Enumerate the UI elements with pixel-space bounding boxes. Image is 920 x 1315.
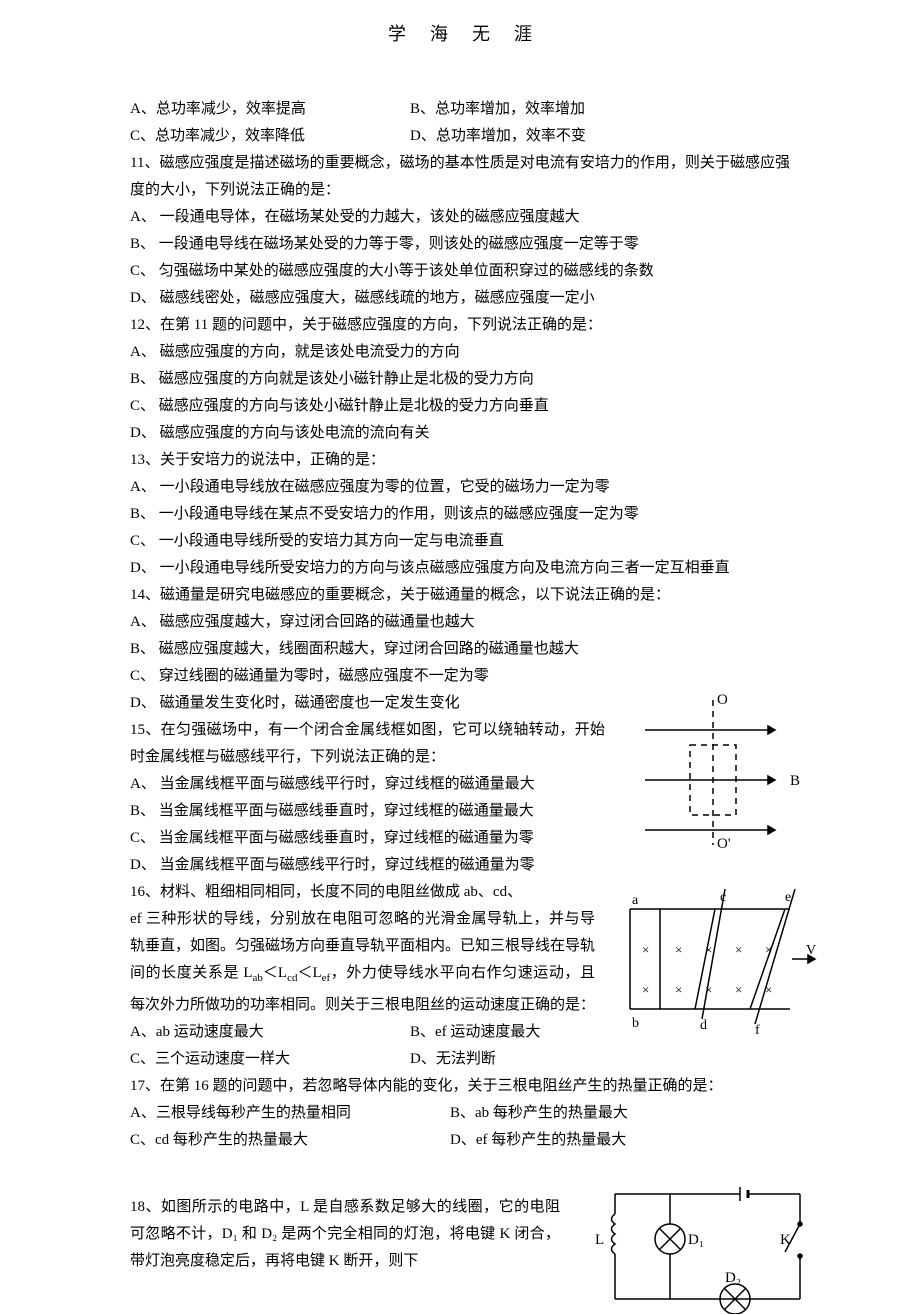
option-row: C、总功率减少，效率降低D、总功率增加，效率不变 <box>130 123 790 150</box>
svg-text:D₁: D₁ <box>688 1232 704 1248</box>
text-line: A、 一段通电导体，在磁场某处受的力越大，该处的磁感应强度越大 <box>130 204 790 231</box>
text-line: A、 一小段通电导线放在磁感应强度为零的位置，它受的磁场力一定为零 <box>130 474 790 501</box>
text-line: C、 一小段通电导线所受的安培力其方向一定与电流垂直 <box>130 528 790 555</box>
svg-text:f: f <box>755 1023 760 1038</box>
text-line: B、 磁感应强度越大，线圈面积越大，穿过闭合回路的磁通量也越大 <box>130 636 790 663</box>
q16-stem-1: 16、材料、粗细相同相同，长度不同的电阻丝做成 ab、cd、 <box>130 879 595 906</box>
q16-c: C、三个运动速度一样大 <box>130 1046 410 1073</box>
q15-d: D、 当金属线框平面与磁感线平行时，穿过线框的磁通量为零 <box>130 852 605 879</box>
text-line: C、 匀强磁场中某处的磁感应强度的大小等于该处单位面积穿过的磁感线的条数 <box>130 258 790 285</box>
text-line: C、 穿过线圈的磁通量为零时，磁感应强度不一定为零 <box>130 663 790 690</box>
svg-text:K: K <box>780 1232 791 1248</box>
svg-text:×: × <box>675 942 682 957</box>
text-line: D、 磁感应强度的方向与该处电流的流向有关 <box>130 420 790 447</box>
q16-b: B、ef 运动速度最大 <box>410 1019 540 1046</box>
text-line: 11、磁感应强度是描述磁场的重要概念，磁场的基本性质是对电流有安培力的作用，则关… <box>130 150 790 204</box>
svg-text:×: × <box>765 982 772 997</box>
text-line: 14、磁通量是研究电磁感应的重要概念，关于磁通量的概念，以下说法正确的是： <box>130 582 790 609</box>
text-line: A、 磁感应强度的方向，就是该处电流受力的方向 <box>130 339 790 366</box>
svg-text:V: V <box>806 943 816 958</box>
q15-b: B、 当金属线框平面与磁感线垂直时，穿过线框的磁通量最大 <box>130 798 605 825</box>
text-line: B、 磁感应强度的方向就是该处小磁针静止是北极的受力方向 <box>130 366 790 393</box>
svg-text:×: × <box>705 982 712 997</box>
text-line: 13、关于安培力的说法中，正确的是： <box>130 447 790 474</box>
q18-stem: 18、如图所示的电路中，L 是自感系数足够大的线圈，它的电阻可忽略不计，D₁ 和… <box>130 1194 560 1275</box>
option: B、总功率增加，效率增加 <box>410 96 585 123</box>
text-line: D、 磁感线密处，磁感应强度大，磁感线疏的地方，磁感应强度一定小 <box>130 285 790 312</box>
svg-text:a: a <box>632 893 639 908</box>
text-line: C、 磁感应强度的方向与该处小磁针静止是北极的受力方向垂直 <box>130 393 790 420</box>
option: C、总功率减少，效率降低 <box>130 123 410 150</box>
page-header: 学海无涯 <box>130 20 790 46</box>
svg-text:×: × <box>735 982 742 997</box>
q17-d: D、ef 每秒产生的热量最大 <box>450 1127 626 1154</box>
svg-text:d: d <box>700 1018 707 1033</box>
svg-text:B: B <box>790 773 800 789</box>
q15-stem: 15、在匀强磁场中，有一个闭合金属线框如图，它可以绕轴转动，开始时金属线框与磁感… <box>130 717 605 771</box>
option: D、总功率增加，效率不变 <box>410 123 586 150</box>
svg-text:D₂: D₂ <box>725 1270 741 1286</box>
q17-c: C、cd 每秒产生的热量最大 <box>130 1127 450 1154</box>
option: A、总功率减少，效率提高 <box>130 96 410 123</box>
q16-stem-2: ef 三种形状的导线，分别放在电阻可忽略的光滑金属导轨上，并与导轨垂直，如图。匀… <box>130 906 595 1019</box>
figure-coil-field: O O' B <box>635 690 810 850</box>
svg-text:×: × <box>705 942 712 957</box>
q15-a: A、 当金属线框平面与磁感线平行时，穿过线框的磁通量最大 <box>130 771 605 798</box>
svg-text:O': O' <box>717 836 731 850</box>
text-line: D、 一小段通电导线所受安培力的方向与该点磁感应强度方向及电流方向三者一定互相垂… <box>130 555 790 582</box>
q17-a: A、三根导线每秒产生的热量相同 <box>130 1100 450 1127</box>
svg-text:L: L <box>595 1232 604 1248</box>
q17-stem: 17、在第 16 题的问题中，若忽略导体内能的变化，关于三根电阻丝产生的热量正确… <box>130 1073 790 1100</box>
svg-text:O: O <box>717 692 728 708</box>
svg-text:c: c <box>720 890 726 905</box>
q16-a: A、ab 运动速度最大 <box>130 1019 410 1046</box>
text-line: B、 一小段通电导线在某点不受安培力的作用，则该点的磁感应强度一定为零 <box>130 501 790 528</box>
svg-text:×: × <box>675 982 682 997</box>
figure-circuit: L D₁ D₂ K <box>590 1174 820 1314</box>
q15-c: C、 当金属线框平面与磁感线垂直时，穿过线框的磁通量为零 <box>130 825 605 852</box>
svg-text:×: × <box>642 942 649 957</box>
body-text: A、总功率减少，效率提高B、总功率增加，效率增加C、总功率减少，效率降低D、总功… <box>130 96 790 690</box>
option-row: A、总功率减少，效率提高B、总功率增加，效率增加 <box>130 96 790 123</box>
text-line: B、 一段通电导线在磁场某处受的力等于零，则该处的磁感应强度一定等于零 <box>130 231 790 258</box>
svg-text:e: e <box>785 890 791 905</box>
text-line: 12、在第 11 题的问题中，关于磁感应强度的方向，下列说法正确的是： <box>130 312 790 339</box>
svg-text:×: × <box>765 942 772 957</box>
svg-text:×: × <box>642 982 649 997</box>
text-line: A、 磁感应强度越大，穿过闭合回路的磁通量也越大 <box>130 609 790 636</box>
content: A、总功率减少，效率提高B、总功率增加，效率增加C、总功率减少，效率降低D、总功… <box>130 96 790 1275</box>
svg-text:b: b <box>632 1016 639 1031</box>
q16-d: D、无法判断 <box>410 1046 496 1073</box>
figure-rails: × × × × × × × × × × a b c d e f V <box>620 879 820 1039</box>
q14-d: D、 磁通量发生变化时，磁通密度也一定发生变化 <box>130 690 605 717</box>
svg-text:×: × <box>735 942 742 957</box>
q17-b: B、ab 每秒产生的热量最大 <box>450 1100 628 1127</box>
